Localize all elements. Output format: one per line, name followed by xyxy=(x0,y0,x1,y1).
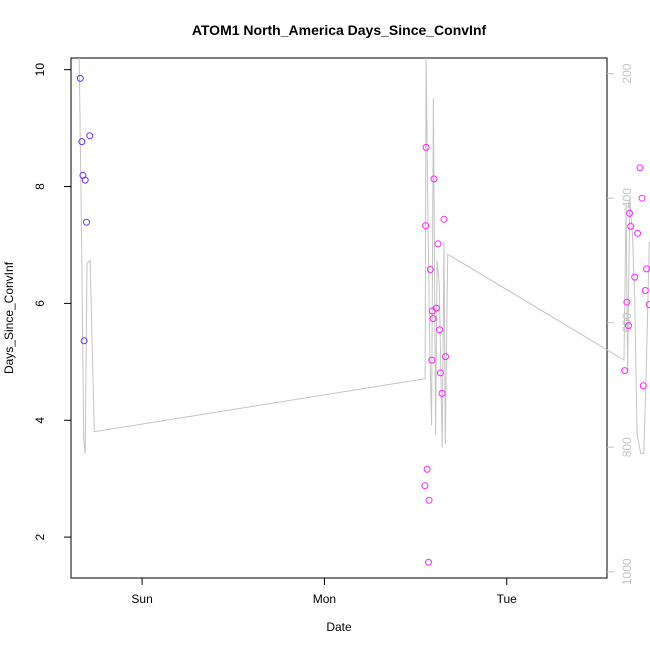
data-point xyxy=(621,367,629,375)
chart-title: ATOM1 North_America Days_Since_ConvInf xyxy=(192,22,487,38)
x-axis-label: Date xyxy=(326,620,352,634)
x-tick-label: Tue xyxy=(497,592,518,606)
data-point xyxy=(436,369,444,377)
data-point xyxy=(639,382,647,390)
data-point xyxy=(422,143,430,151)
data-point xyxy=(430,175,438,183)
y-axis-label: Days_Since_ConvInf xyxy=(2,261,16,374)
scatter-points xyxy=(76,74,650,566)
data-point xyxy=(83,218,90,226)
data-point xyxy=(432,304,440,312)
y-tick-label: 2 xyxy=(33,533,47,540)
data-point xyxy=(638,194,646,202)
data-point xyxy=(438,389,446,397)
data-point xyxy=(86,132,94,140)
right-axis-series-line xyxy=(78,57,650,454)
y2-tick-label: 800 xyxy=(620,437,634,457)
data-point xyxy=(425,558,432,566)
data-point xyxy=(422,222,430,230)
x-tick-label: Mon xyxy=(313,592,336,606)
y-tick-label: 6 xyxy=(33,300,47,307)
y-tick-label: 10 xyxy=(33,63,47,77)
y-axis-left: 2 4 6 8 10 xyxy=(33,63,71,540)
data-point xyxy=(78,138,86,146)
y2-tick-label: 200 xyxy=(620,63,634,83)
data-point xyxy=(625,322,632,330)
data-point xyxy=(428,356,436,364)
data-point xyxy=(631,273,639,281)
data-point xyxy=(634,229,642,237)
y2-tick-label: 400 xyxy=(620,188,634,208)
data-point xyxy=(425,496,433,504)
data-point xyxy=(623,298,631,306)
y2-tick-label: 1000 xyxy=(620,558,634,585)
data-point xyxy=(626,209,634,217)
y-tick-label: 4 xyxy=(33,417,47,424)
x-tick-label: Sun xyxy=(131,592,152,606)
data-point xyxy=(434,240,442,248)
data-point xyxy=(636,164,644,172)
data-point xyxy=(442,353,449,361)
data-point xyxy=(429,315,437,323)
x-axis: Sun Mon Tue xyxy=(131,578,517,606)
data-point xyxy=(426,266,434,273)
data-point xyxy=(645,301,650,309)
data-point xyxy=(440,215,448,223)
data-point xyxy=(81,176,89,184)
data-point xyxy=(80,337,88,345)
data-point xyxy=(436,326,444,334)
data-point xyxy=(423,465,431,473)
plot-frame xyxy=(70,57,608,579)
data-point xyxy=(641,287,649,294)
data-point xyxy=(76,74,84,82)
data-point xyxy=(627,222,635,230)
data-point xyxy=(421,482,429,490)
y-tick-label: 8 xyxy=(33,183,47,190)
